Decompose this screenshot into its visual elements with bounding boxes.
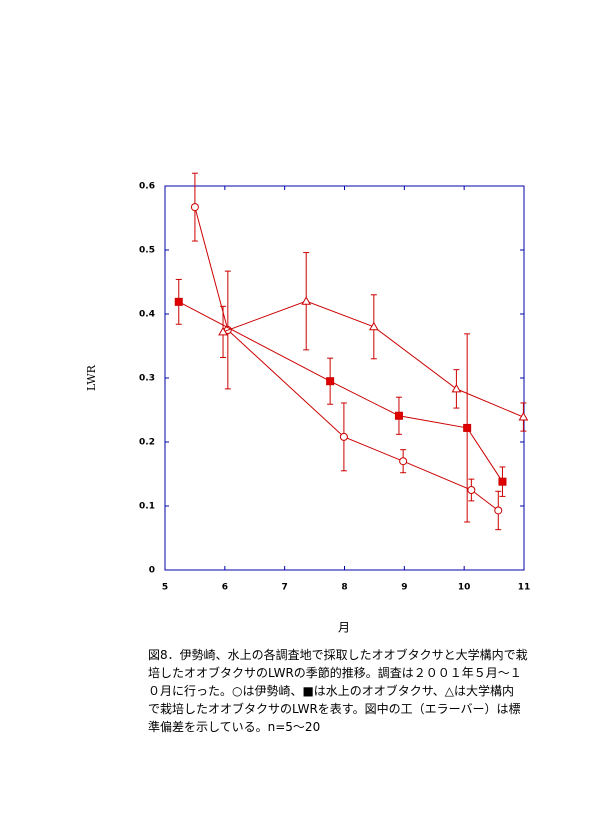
y-axis-label: LWR	[85, 364, 98, 391]
point	[301, 296, 312, 305]
plot-frame	[164, 185, 525, 571]
caption: 図8．伊勢崎、水上の各調査地で採取したオオブタクサと大学構内で栽 培したオオブタク…	[148, 646, 548, 736]
y-tick-label: 0.2	[139, 438, 155, 448]
x-tick-label: 7	[282, 583, 288, 593]
point	[467, 486, 476, 494]
y-tick-label: 0.4	[139, 310, 155, 320]
point	[463, 423, 472, 432]
series-line	[194, 206, 499, 511]
x-tick-label: 11	[518, 583, 531, 593]
caption-line: ０月に行った。○は伊勢崎、■は水上のオオブタクサ、△は大学構内	[148, 684, 514, 698]
point	[451, 383, 462, 393]
x-tick-label: 8	[341, 583, 347, 593]
point	[218, 326, 228, 336]
y-tick-label: 0.6	[139, 182, 155, 192]
y-tick-label: 0	[149, 566, 155, 576]
caption-line: で栽培したオオブタクサのLWRを表す。図中の工（エラーバー）は標	[148, 702, 521, 716]
point	[498, 477, 507, 486]
x-tick-label: 10	[458, 583, 471, 593]
point	[326, 377, 335, 386]
chart: LWR 月 0 0.1 0.2 0.3 0.4 0.5 0.6 5 6 7 8 9 10 11	[85, 172, 531, 635]
y-tick-label: 0.3	[139, 374, 155, 384]
x-tick-label: 6	[222, 583, 228, 593]
point	[190, 203, 199, 212]
point	[494, 506, 503, 515]
point	[339, 432, 348, 441]
y-tick-label: 0.1	[139, 502, 155, 512]
point	[368, 321, 379, 331]
point	[518, 412, 529, 421]
point	[399, 457, 408, 466]
caption-line: 培したオオブタクサのLWRの季節的推移。調査は２００１年５月～１	[148, 666, 522, 680]
point	[394, 411, 403, 420]
caption-line: 図8．伊勢崎、水上の各調査地で採取したオオブタクサと大学構内で栽	[148, 648, 528, 662]
caption-line: 準偏差を示している。n=5～20	[148, 720, 321, 734]
y-tick-label: 0.5	[139, 246, 155, 256]
x-tick-label: 9	[401, 583, 407, 593]
point	[174, 297, 183, 306]
x-tick-label: 5	[162, 583, 168, 593]
x-axis-label: 月	[338, 621, 350, 635]
